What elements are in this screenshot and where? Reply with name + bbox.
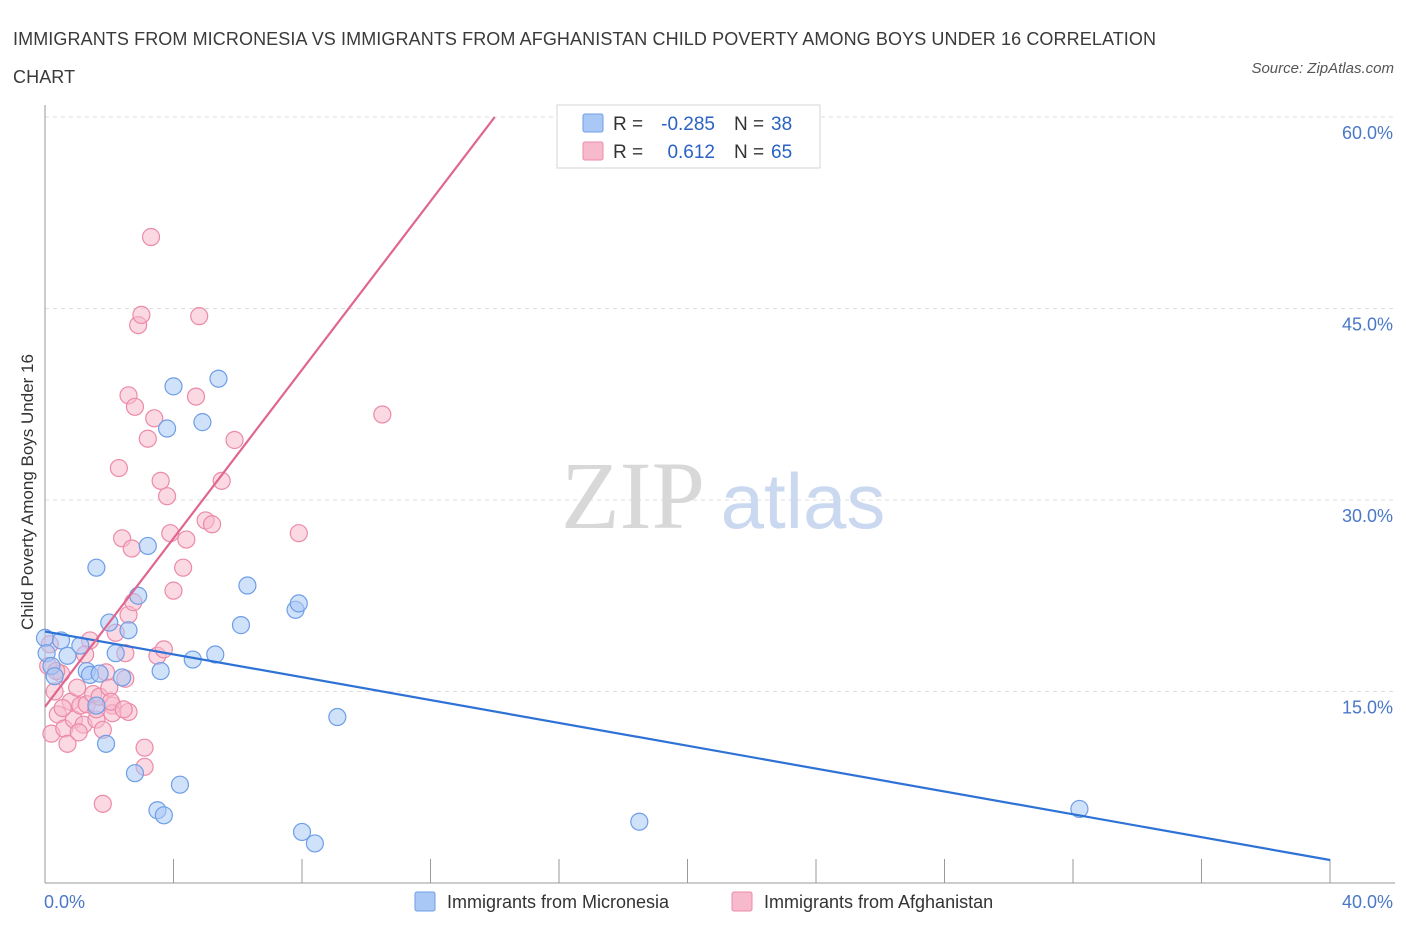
point-afghanistan-36 — [135, 738, 154, 757]
legend-n-value-2: 65 — [771, 142, 792, 163]
point-afghanistan-50 — [190, 307, 209, 326]
point-afghanistan-38 — [138, 429, 157, 448]
point-micronesia-14 — [106, 644, 125, 663]
point-micronesia-17 — [125, 764, 145, 783]
legend-r-label-1: R = — [613, 114, 643, 135]
point-afghanistan-53 — [212, 471, 231, 490]
x-tick-label-max: 40.0% — [1342, 892, 1393, 912]
bottom-legend-label-micronesia: Immigrants from Micronesia — [447, 892, 670, 912]
point-micronesia-31 — [238, 576, 257, 595]
point-micronesia-27 — [193, 413, 212, 432]
point-afghanistan-56 — [373, 405, 392, 424]
point-micronesia-37 — [630, 812, 649, 831]
point-micronesia-38 — [1070, 799, 1089, 819]
point-afghanistan-19 — [93, 794, 112, 813]
point-afghanistan-61 — [114, 700, 133, 719]
legend-box: R = -0.285 N = 38 R = 0.612 N = 65 — [556, 104, 821, 169]
point-micronesia-3 — [45, 667, 64, 686]
point-afghanistan-55 — [289, 524, 308, 543]
point-micronesia-18 — [129, 586, 148, 605]
point-micronesia-9 — [87, 696, 106, 715]
axes: 0.0% 40.0% — [44, 105, 1395, 912]
y-tick-label-45: 45.0% — [1342, 315, 1393, 335]
watermark: ZIP atlas — [561, 442, 885, 549]
legend-r-value-1: -0.285 — [661, 114, 715, 135]
point-micronesia-23 — [157, 419, 177, 438]
point-micronesia-10 — [90, 664, 109, 683]
trend-line-afghanistan — [44, 116, 496, 708]
legend-n-label-2: N = — [734, 142, 764, 163]
point-afghanistan-25 — [109, 458, 128, 478]
point-micronesia-30 — [231, 616, 251, 635]
point-afghanistan-9 — [68, 678, 87, 697]
bottom-legend-swatch-afghanistan — [731, 891, 753, 912]
point-micronesia-36 — [328, 707, 347, 727]
point-micronesia-19 — [138, 536, 157, 556]
point-micronesia-21 — [151, 661, 170, 681]
y-tick-label-30: 30.0% — [1342, 506, 1393, 526]
point-afghanistan-32 — [122, 539, 141, 558]
point-afghanistan-42 — [151, 471, 170, 490]
point-afghanistan-47 — [174, 558, 193, 577]
point-micronesia-15 — [112, 668, 132, 687]
point-afghanistan-44 — [157, 487, 177, 506]
point-afghanistan-54 — [225, 430, 244, 450]
point-micronesia-24 — [164, 377, 183, 396]
point-micronesia-35 — [305, 834, 324, 853]
point-micronesia-11 — [87, 558, 106, 577]
source-label: Source: ZipAtlas.com — [1251, 60, 1394, 77]
y-tick-label-60: 60.0% — [1342, 123, 1393, 143]
point-afghanistan-35 — [132, 305, 151, 324]
legend-swatch-micronesia — [582, 113, 604, 133]
point-micronesia-5 — [58, 646, 77, 665]
point-micronesia-34 — [292, 822, 312, 842]
point-afghanistan-40 — [145, 409, 164, 428]
x-tick-label-min: 0.0% — [44, 892, 85, 912]
point-micronesia-28 — [206, 645, 225, 664]
point-afghanistan-43 — [154, 640, 173, 659]
chart-title: IMMIGRANTS FROM MICRONESIA VS IMMIGRANTS… — [13, 29, 1157, 87]
y-axis-label: Child Poverty Among Boys Under 16 — [18, 354, 37, 630]
point-micronesia-22 — [154, 806, 173, 825]
legend-r-value-2: 0.612 — [667, 142, 715, 163]
point-afghanistan-6 — [58, 734, 77, 753]
point-micronesia-16 — [119, 621, 138, 640]
point-afghanistan-46 — [164, 581, 183, 600]
point-afghanistan-62 — [69, 723, 88, 742]
point-afghanistan-33 — [125, 397, 145, 416]
trend-line-micronesia — [44, 630, 1331, 862]
bottom-legend-label-afghanistan: Immigrants from Afghanistan — [764, 892, 993, 912]
point-afghanistan-48 — [177, 530, 196, 549]
point-micronesia-25 — [170, 775, 190, 794]
legend-swatch-afghanistan — [582, 141, 604, 161]
point-afghanistan-63 — [53, 698, 72, 718]
legend-r-label-2: R = — [613, 142, 643, 163]
point-micronesia-29 — [209, 369, 228, 388]
watermark-zip: ZIP — [561, 442, 705, 549]
point-afghanistan-52 — [202, 515, 222, 534]
y-tick-label-15: 15.0% — [1342, 698, 1393, 718]
point-afghanistan-49 — [186, 387, 206, 406]
point-micronesia-12 — [96, 734, 116, 753]
watermark-atlas: atlas — [721, 457, 886, 545]
legend-n-label-1: N = — [734, 114, 764, 135]
bottom-legend-swatch-micronesia — [414, 891, 436, 912]
series-micronesia-points — [35, 369, 1089, 853]
bottom-legend: Immigrants from Micronesia Immigrants fr… — [414, 891, 993, 912]
point-micronesia-33 — [289, 594, 308, 613]
point-afghanistan-39 — [141, 227, 161, 247]
trend-lines — [44, 116, 1331, 862]
legend-n-value-1: 38 — [771, 114, 792, 135]
